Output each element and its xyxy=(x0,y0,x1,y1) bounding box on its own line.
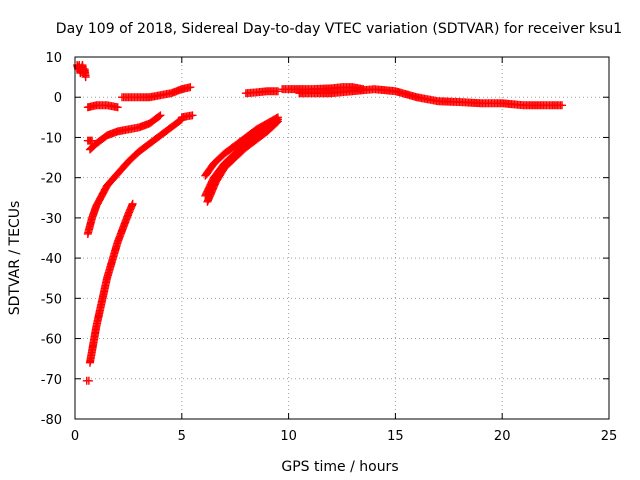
data-point xyxy=(128,199,137,208)
data-point xyxy=(81,73,90,82)
x-tick-label: 20 xyxy=(494,429,511,444)
y-axis-label: SDTVAR / TECUs xyxy=(7,201,23,316)
y-tick-label: -20 xyxy=(41,172,62,187)
y-tick-label: -60 xyxy=(41,333,62,348)
x-tick-label: 15 xyxy=(387,429,404,444)
y-tick-label: 10 xyxy=(45,51,62,66)
data-point xyxy=(84,376,93,385)
series-arc-e xyxy=(85,199,137,367)
data-point xyxy=(155,112,164,121)
x-tick-label: 25 xyxy=(601,429,618,444)
x-tick-label: 10 xyxy=(280,429,297,444)
x-tick-label: 5 xyxy=(178,429,186,444)
x-tick-label: 0 xyxy=(71,429,79,444)
chart-title: Day 109 of 2018, Sidereal Day-to-day VTE… xyxy=(56,21,622,37)
data-point xyxy=(558,101,567,110)
data-points xyxy=(73,61,567,385)
series-arc-j xyxy=(203,117,282,206)
data-point xyxy=(156,111,165,120)
data-point xyxy=(113,103,122,112)
data-point xyxy=(188,111,197,120)
data-point xyxy=(186,83,195,92)
data-point xyxy=(273,117,282,126)
grid xyxy=(74,56,610,420)
series-arc-k xyxy=(241,87,282,98)
y-tick-label: -50 xyxy=(41,292,62,307)
series-arc-g xyxy=(177,111,197,122)
series-arc-lowest-point xyxy=(82,376,93,385)
series-arc-a xyxy=(83,101,122,112)
x-axis-label: GPS time / hours xyxy=(281,459,398,475)
series-arc-b xyxy=(83,136,97,145)
y-tick-label: -70 xyxy=(41,373,62,388)
y-tick-label: -10 xyxy=(41,131,62,146)
series-arc-initial-cluster xyxy=(73,61,90,82)
series-arc-d xyxy=(83,115,186,238)
y-tick-label: 0 xyxy=(54,91,62,106)
data-point xyxy=(272,118,281,127)
series-arc-c xyxy=(85,111,165,154)
ticks: 0 5 10 15 20 25 10 0 -10 -20 -30 -40 -50 -60 -70 -80 xyxy=(41,51,618,444)
y-tick-label: -80 xyxy=(41,413,62,428)
y-tick-label: -30 xyxy=(41,212,62,227)
data-point xyxy=(273,87,282,96)
series-arc-f xyxy=(117,83,195,102)
y-tick-label: -40 xyxy=(41,252,62,267)
plot-frame xyxy=(74,56,610,420)
series-arc-long-lower xyxy=(295,85,567,110)
